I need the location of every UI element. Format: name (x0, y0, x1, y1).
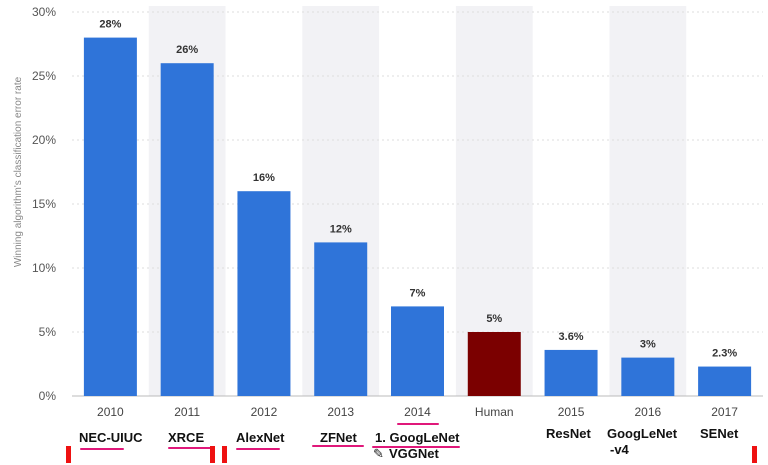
x-tick-label: 2014 (404, 405, 431, 419)
data-label: 26% (176, 44, 198, 56)
bar-2017 (698, 366, 752, 396)
x-tick-label: 2016 (634, 405, 661, 419)
underline-xrce (168, 447, 214, 449)
bar-2016 (621, 357, 675, 396)
x-tick-label: 2012 (251, 405, 278, 419)
background-band (455, 6, 533, 396)
red-marker (210, 446, 215, 463)
annotation-vggnet: VGGNet (389, 446, 439, 461)
x-tick-label: 2010 (97, 405, 124, 419)
underline-2014 (397, 423, 439, 425)
annotation-senet: SENet (700, 426, 739, 441)
data-label: 2.3% (712, 348, 737, 360)
annotation-googlenet-v4-line2: -v4 (610, 442, 629, 457)
annotation-googlenet: 1. GoogLeNet (375, 430, 460, 445)
underline-zfnet (312, 445, 364, 447)
background-band (609, 6, 687, 396)
bar-2014 (391, 306, 444, 396)
red-marker (222, 446, 227, 463)
y-tick-label: 30% (32, 5, 56, 19)
data-label: 3.6% (559, 331, 584, 343)
bar-2011 (160, 63, 214, 396)
y-tick-label: 15% (32, 197, 56, 211)
bar-2013 (314, 242, 368, 396)
y-tick-label: 5% (39, 325, 57, 339)
annotation-zfnet: ZFNet (320, 430, 357, 445)
bar-2010 (83, 37, 137, 396)
data-label: 3% (640, 339, 656, 351)
pencil-cursor-icon: ✎ (373, 446, 384, 461)
y-tick-label: 25% (32, 69, 56, 83)
annotation-xrce: XRCE (168, 430, 205, 445)
y-tick-label: 10% (32, 261, 56, 275)
data-label: 12% (330, 223, 352, 235)
y-tick-label: 0% (39, 389, 57, 403)
annotation-nec-uiuc: NEC-UIUC (79, 430, 143, 445)
red-marker (752, 446, 757, 463)
data-label: 7% (410, 287, 426, 299)
x-tick-label: 2015 (558, 405, 585, 419)
bar-2012 (237, 191, 291, 396)
y-axis-label: Winning algorithm's classification error… (13, 76, 24, 267)
data-label: 5% (486, 313, 502, 325)
bar-2015 (544, 349, 598, 396)
annotation-alexnet: AlexNet (236, 430, 285, 445)
x-tick-label: 2013 (327, 405, 354, 419)
data-label: 28% (99, 19, 121, 31)
x-tick-label: 2017 (711, 405, 738, 419)
underline-googlenet (372, 446, 460, 448)
annotation-resnet: ResNet (546, 426, 591, 441)
data-label: 16% (253, 172, 275, 184)
y-tick-label: 20% (32, 133, 56, 147)
red-marker (66, 446, 71, 463)
bar-human (467, 332, 521, 396)
annotation-googlenet-v4-line1: GoogLeNet (607, 426, 678, 441)
underline-alexnet (236, 448, 280, 450)
underline-nec-uiuc (80, 448, 124, 450)
x-tick-label: 2011 (174, 405, 200, 419)
x-tick-label: Human (475, 405, 514, 419)
